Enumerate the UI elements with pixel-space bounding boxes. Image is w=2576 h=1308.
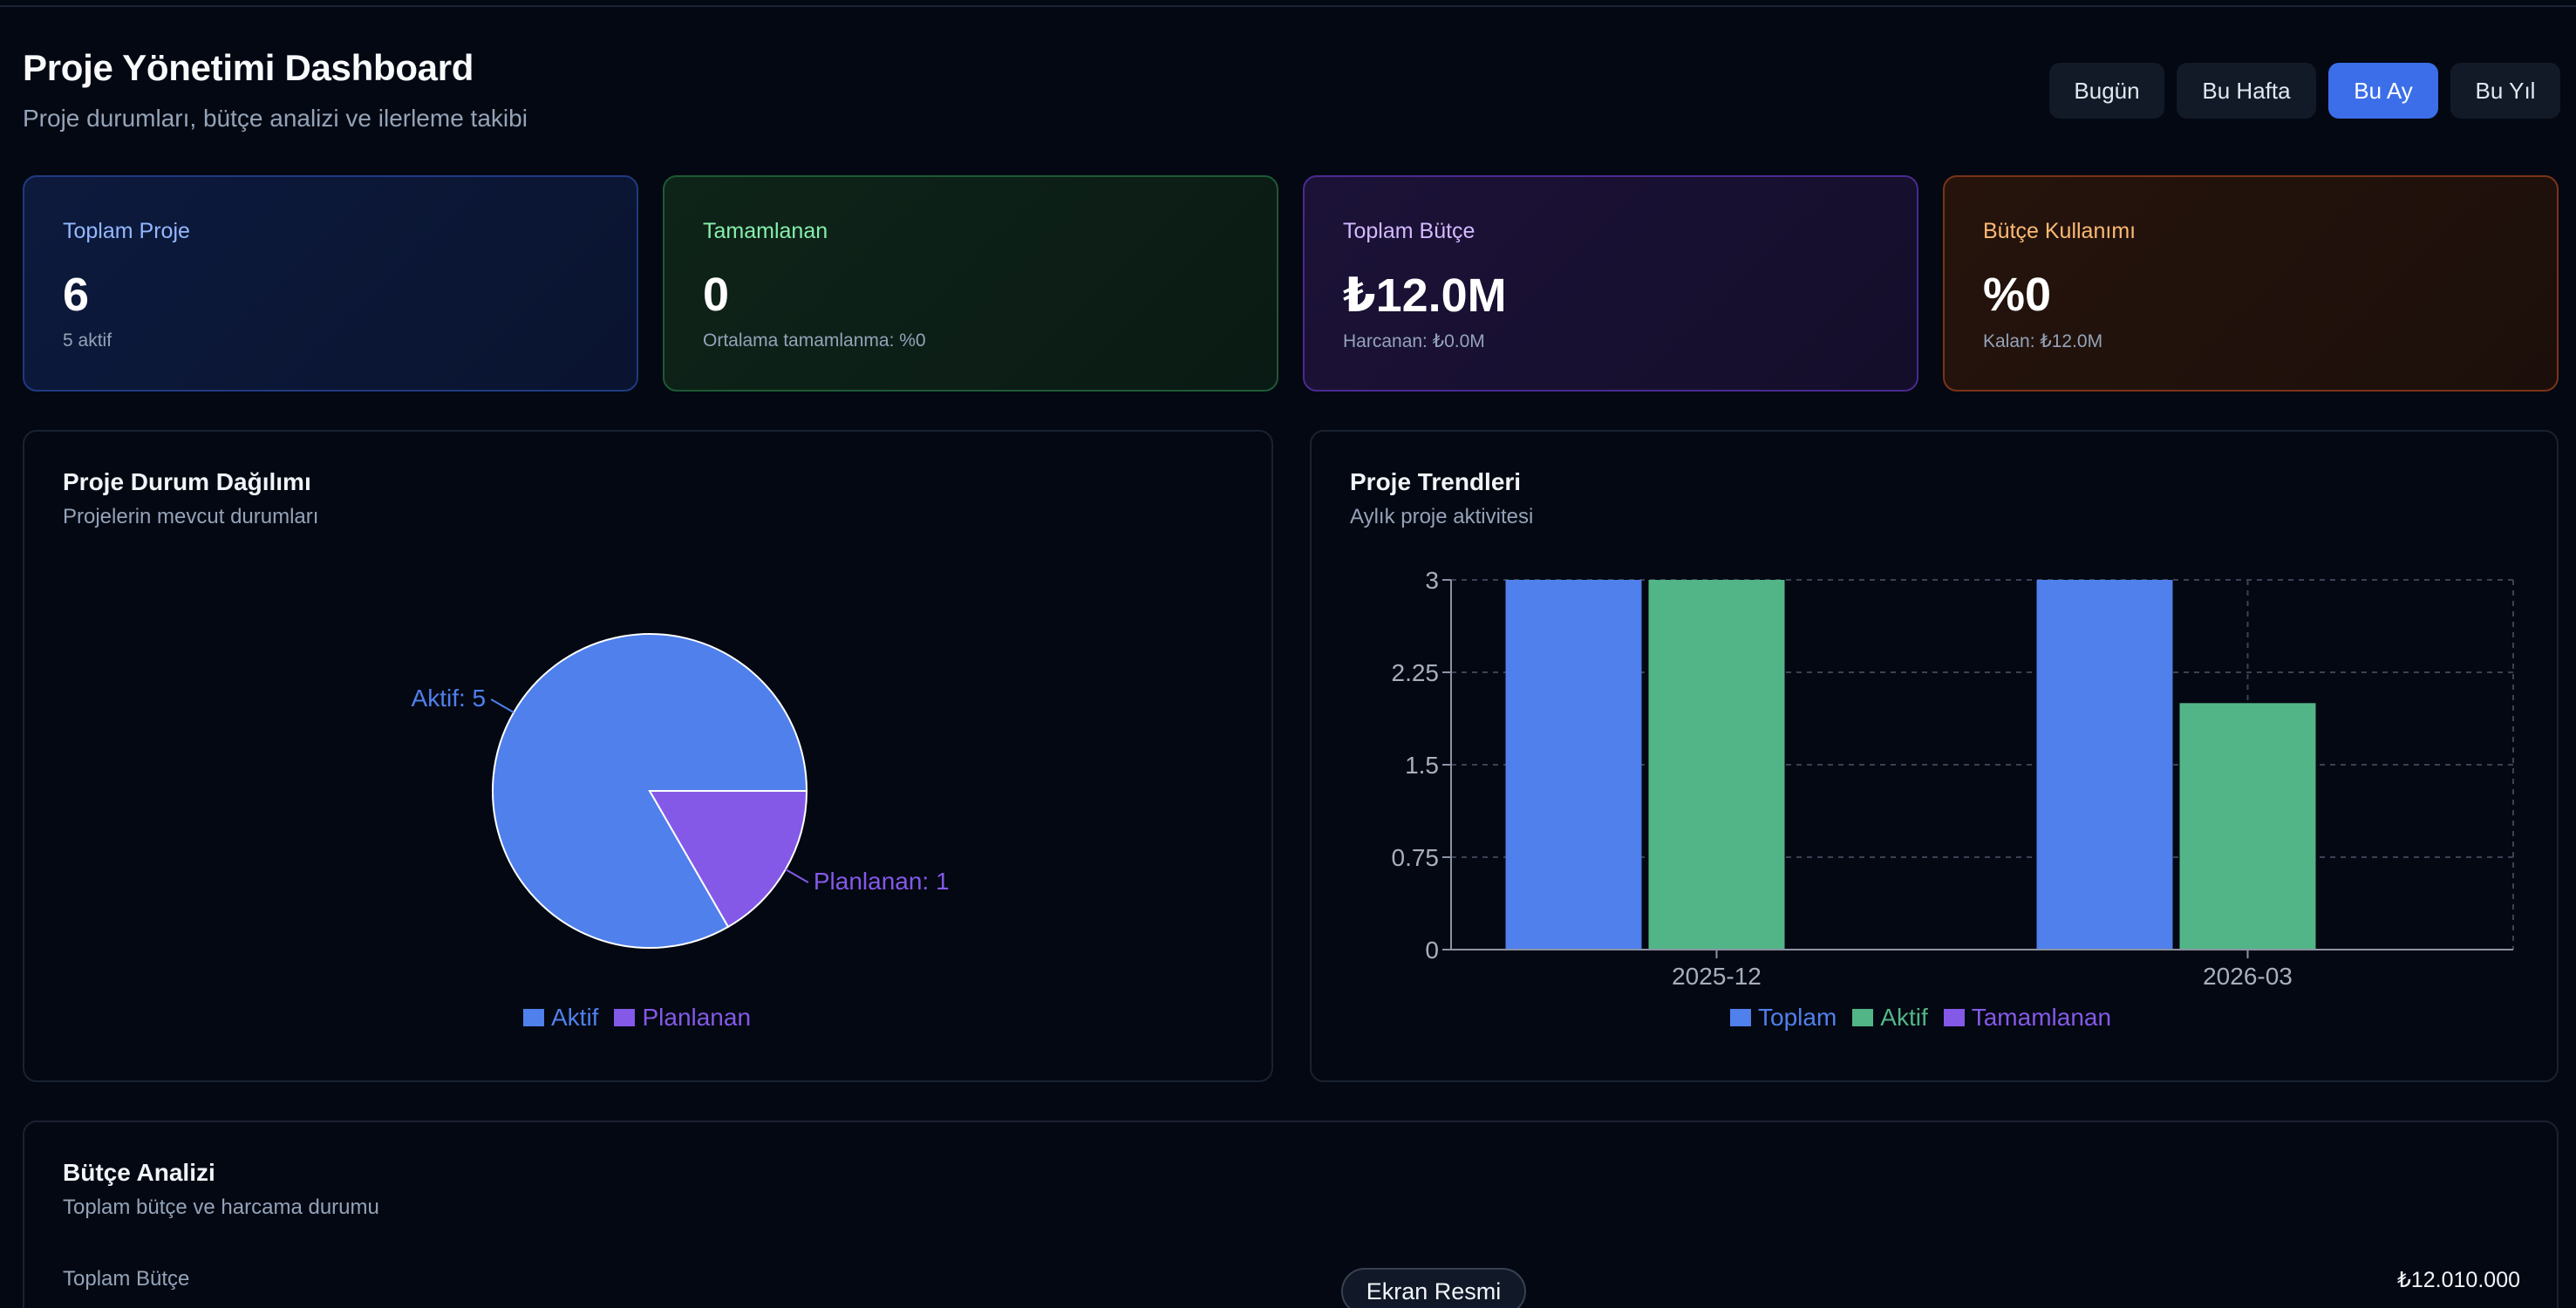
- stat-card-total-projects: Toplam Proje 6 5 aktif: [23, 175, 638, 392]
- stat-value: ₺12.0M: [1343, 269, 1507, 322]
- stat-sub: 5 aktif: [63, 330, 112, 351]
- top-border: [0, 5, 2576, 7]
- stat-label: Tamamlanan: [703, 219, 828, 243]
- panel-title: Proje Durum Dağılımı: [63, 468, 311, 495]
- pie-legend-item[interactable]: Planlanan: [614, 1004, 751, 1032]
- stat-label: Toplam Proje: [63, 219, 190, 243]
- bar-toplam-2025-12[interactable]: [1505, 580, 1642, 950]
- budget-analysis-panel: Bütçe Analizi Toplam bütçe ve harcama du…: [23, 1121, 2559, 1308]
- legend-label: Tamamlanan: [1971, 1004, 2112, 1031]
- legend-swatch: [1852, 1009, 1874, 1026]
- legend-swatch: [614, 1009, 636, 1026]
- stat-card-completed: Tamamlanan 0 Ortalama tamamlanma: %0: [663, 175, 1278, 392]
- bar-legend: Toplam Aktif Tamamlanan: [1730, 1004, 2111, 1032]
- panel-subtitle: Toplam bütçe ve harcama durumu: [63, 1196, 379, 1219]
- stat-card-total-budget: Toplam Bütçe ₺12.0M Harcanan: ₺0.0M: [1303, 175, 1918, 392]
- pie-slice-planlanan[interactable]: [648, 790, 808, 929]
- legend-label: Aktif: [551, 1004, 599, 1031]
- bar-legend-item[interactable]: Tamamlanan: [1943, 1004, 2112, 1032]
- page-subtitle: Proje durumları, bütçe analizi ve ilerle…: [23, 105, 528, 132]
- total-budget-value: ₺12.010.000: [2396, 1268, 2520, 1292]
- range-this-week-button[interactable]: Bu Hafta: [2177, 63, 2316, 119]
- pie-legend: Aktif Planlanan: [523, 1004, 751, 1032]
- stat-value: 0: [703, 269, 730, 321]
- stat-label: Bütçe Kullanımı: [1983, 219, 2136, 243]
- status-pie-chart: Aktif: 5 Planlanan: 1: [412, 633, 950, 949]
- bar-toplam-2026-03[interactable]: [2036, 580, 2173, 950]
- stat-label: Toplam Bütçe: [1343, 219, 1475, 243]
- total-budget-label: Toplam Bütçe: [63, 1267, 190, 1291]
- trends-bar-chart: 0 0.75 1.5 2.25 3 2025-12 2026-03: [1392, 567, 2514, 990]
- pie-slice-label: Planlanan: 1: [814, 868, 950, 895]
- stat-sub: Kalan: ₺12.0M: [1983, 331, 2103, 351]
- legend-label: Aktif: [1880, 1004, 1928, 1031]
- x-tick-label: 2026-03: [2203, 963, 2293, 990]
- legend-swatch: [1730, 1009, 1751, 1026]
- pie-slice-label: Aktif: 5: [412, 685, 487, 712]
- panel-subtitle: Aylık proje aktivitesi: [1350, 505, 1534, 528]
- range-this-year-button[interactable]: Bu Yıl: [2450, 63, 2560, 119]
- y-tick-label: 1.5: [1405, 752, 1439, 779]
- range-this-month-button[interactable]: Bu Ay: [2328, 63, 2438, 119]
- range-today-button[interactable]: Bugün: [2049, 63, 2164, 119]
- y-tick-label: 0: [1425, 937, 1439, 964]
- pie-label-line: [490, 698, 515, 713]
- stat-value: 6: [63, 269, 90, 321]
- panel-subtitle: Projelerin mevcut durumları: [63, 505, 319, 528]
- stat-card-budget-usage: Bütçe Kullanımı %0 Kalan: ₺12.0M: [1943, 175, 2559, 392]
- page-title: Proje Yönetimi Dashboard: [23, 47, 474, 88]
- bar-aktif-2026-03[interactable]: [2179, 703, 2316, 950]
- y-tick-label: 3: [1425, 567, 1439, 594]
- stat-sub: Ortalama tamamlanma: %0: [703, 330, 926, 351]
- x-tick-label: 2025-12: [1672, 963, 1762, 990]
- screenshot-button[interactable]: Ekran Resmi: [1341, 1268, 1526, 1308]
- legend-swatch: [1943, 1009, 1965, 1026]
- panel-title: Bütçe Analizi: [63, 1159, 215, 1186]
- legend-label: Planlanan: [642, 1004, 752, 1031]
- pie-legend-item[interactable]: Aktif: [523, 1004, 598, 1032]
- pie-label-line: [785, 869, 809, 883]
- bar-aktif-2025-12[interactable]: [1648, 580, 1785, 950]
- panel-title: Proje Trendleri: [1350, 468, 1522, 495]
- bar-legend-item[interactable]: Aktif: [1852, 1004, 1928, 1032]
- status-distribution-panel: Proje Durum Dağılımı Projelerin mevcut d…: [23, 430, 1273, 1082]
- legend-label: Toplam: [1758, 1004, 1837, 1031]
- legend-swatch: [523, 1009, 544, 1026]
- stat-value: %0: [1983, 269, 2052, 321]
- y-tick-label: 0.75: [1392, 844, 1440, 871]
- date-range-selector: Bugün Bu Hafta Bu Ay Bu Yıl: [2049, 63, 2560, 119]
- y-tick-label: 2.25: [1392, 659, 1440, 686]
- stat-sub: Harcanan: ₺0.0M: [1343, 331, 1485, 351]
- project-trends-panel: Proje Trendleri Aylık proje aktivitesi 0…: [1310, 430, 2559, 1082]
- bar-legend-item[interactable]: Toplam: [1730, 1004, 1837, 1032]
